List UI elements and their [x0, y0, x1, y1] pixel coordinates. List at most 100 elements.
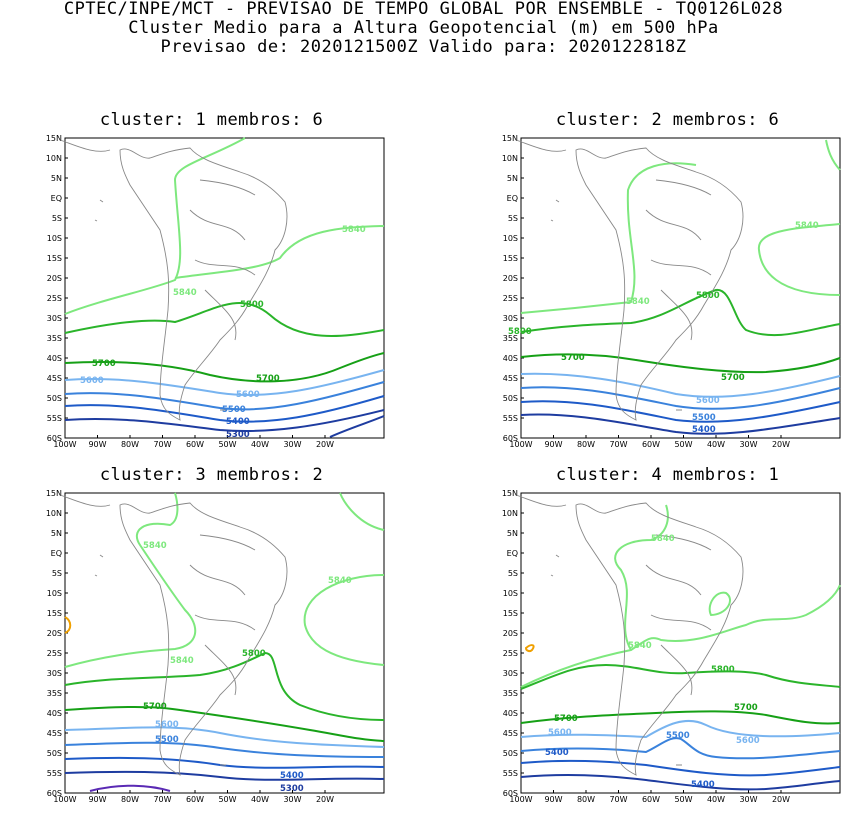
lon-tick-label: 60W — [642, 440, 660, 449]
label-5800-b: 5800 — [508, 327, 532, 337]
lat-tick-label: 35S — [503, 689, 518, 698]
lat-tick-label: EQ — [507, 549, 518, 558]
label-5400: 5400 — [692, 425, 716, 435]
map-border — [64, 137, 385, 439]
lat-tick-label: 25S — [47, 294, 62, 303]
map-frame: 15N 10N 5N EQ 5S 10S 15S 20S 25S 30S 35S 40S 45S 50S 5… — [46, 489, 385, 804]
contour-5700 — [520, 353, 841, 374]
contour-5500 — [64, 741, 385, 758]
lat-tick-label: 10S — [503, 234, 518, 243]
lat-tick-label: 45S — [503, 374, 518, 383]
lat-tick-label: 60S — [47, 434, 62, 443]
lat-tick-label: 25S — [47, 649, 62, 658]
lon-tick-label: 20W — [772, 440, 790, 449]
lon-tick-label: 40W — [251, 795, 269, 804]
label-5600-b: 5600 — [236, 390, 260, 400]
lon-tick-label: 30W — [283, 795, 301, 804]
lon-tick-label: 50W — [218, 440, 236, 449]
lat-tick-label: 15N — [502, 134, 518, 143]
lat-tick-label: 10N — [502, 509, 518, 518]
lon-tick-label: 70W — [609, 440, 627, 449]
label-5840-b: 5840 — [328, 576, 352, 586]
contour-5600 — [64, 726, 385, 748]
label-5700-a: 5700 — [554, 714, 578, 724]
contour-5700 — [520, 710, 841, 725]
lat-tick-label: 25S — [503, 649, 518, 658]
contour-5700 — [64, 352, 385, 383]
contour-5400 — [520, 759, 841, 777]
label-5700: 5700 — [143, 702, 167, 712]
header-line-3: Previsao de: 2020121500Z Valido para: 20… — [160, 37, 687, 57]
lat-tick-label: 30S — [503, 314, 518, 323]
lat-tick-label: 20S — [503, 629, 518, 638]
label-5700-b: 5700 — [256, 374, 280, 384]
map-border — [64, 492, 385, 794]
lat-tick-label: 55S — [503, 769, 518, 778]
coastline-south-america — [59, 494, 288, 776]
lat-tick-label: 5S — [52, 214, 62, 223]
lat-tick-label: 50S — [503, 394, 518, 403]
lon-tick-label: 40W — [707, 795, 725, 804]
coastline-south-america — [515, 139, 744, 421]
header-line-2: Cluster Medio para a Altura Geopotencial… — [128, 18, 719, 38]
label-5700-a: 5700 — [561, 353, 585, 363]
label-5840-b: 5840 — [628, 641, 652, 651]
contour-5400 — [520, 400, 841, 423]
contour-5700 — [64, 705, 385, 742]
lon-tick-label: 60W — [186, 440, 204, 449]
lat-tick-label: 10S — [503, 589, 518, 598]
label-5600-a: 5600 — [548, 728, 572, 738]
lat-tick-label: 15S — [47, 609, 62, 618]
lon-tick-label: 80W — [577, 440, 595, 449]
map-frame: 15N 10N 5N EQ 5S 10S 15S 20S 25S 30S 35S 40S 45S 50S 5… — [502, 489, 841, 804]
lon-tick-label: 50W — [674, 440, 692, 449]
lon-tick-label: 100W — [53, 440, 76, 449]
lon-tick-label: 100W — [509, 795, 532, 804]
contour-high — [64, 616, 72, 634]
contour-high — [524, 644, 535, 653]
label-5840-b: 5840 — [342, 225, 366, 235]
contour-5800 — [520, 663, 841, 690]
lat-tick-label: EQ — [51, 194, 62, 203]
contour-5800 — [64, 302, 385, 337]
map-panel-cluster-1: cluster: 1 membros: 6 15N 10N 5N EQ 5S 10S 15S… — [0, 110, 423, 465]
lat-tick-label: 55S — [47, 769, 62, 778]
lat-tick-label: 5S — [52, 569, 62, 578]
lat-tick-label: 10S — [47, 589, 62, 598]
lon-tick-label: 90W — [88, 440, 106, 449]
lat-tick-label: 45S — [503, 729, 518, 738]
label-5800: 5800 — [696, 291, 720, 301]
lon-tick-label: 70W — [153, 795, 171, 804]
label-5700-b: 5700 — [721, 373, 745, 383]
lon-tick-label: 100W — [53, 795, 76, 804]
label-5500: 5500 — [666, 731, 690, 741]
label-5840-a: 5840 — [143, 541, 167, 551]
lat-tick-label: 15N — [502, 489, 518, 498]
contour-5300 — [64, 770, 385, 781]
lon-tick-label: 70W — [153, 440, 171, 449]
lat-tick-label: 5S — [508, 214, 518, 223]
label-5800: 5800 — [242, 649, 266, 659]
contour-5600 — [520, 372, 841, 398]
lat-tick-label: 10S — [47, 234, 62, 243]
contour-5600 — [520, 720, 841, 739]
figure-header: CPTEC/INPE/MCT - PREVISAO DE TEMPO GLOBA… — [0, 0, 847, 57]
contour-5840 — [64, 492, 385, 668]
lat-tick-label: 20S — [47, 274, 62, 283]
map-svg: 15N 10N 5N EQ 5S 10S 15S 20S 25S 30S 35S 40S 45S 50S 5… — [502, 489, 841, 804]
contour-5300 — [520, 413, 841, 435]
label-5500: 5500 — [692, 413, 716, 423]
lat-tick-label: 35S — [47, 689, 62, 698]
lat-tick-label: 60S — [503, 434, 518, 443]
lat-tick-label: 15S — [503, 609, 518, 618]
contour-5840 — [64, 137, 385, 315]
lat-tick-label: 60S — [503, 789, 518, 798]
map-frame: 15N 10N 5N EQ 5S 10S 15S 20S 25S 30S 35S 40S 45S 50S 5… — [502, 134, 841, 449]
panel-title: cluster: 2 membros: 6 — [555, 110, 780, 130]
map-svg: 15N 10N 5N EQ 5S 10S 15S 20S 25S 30S 35S 40S 45S 50S 5… — [502, 134, 841, 449]
lat-tick-label: 10N — [46, 509, 62, 518]
lon-tick-label: 70W — [609, 795, 627, 804]
lat-tick-label: 50S — [47, 749, 62, 758]
label-5840-a: 5840 — [651, 534, 675, 544]
contour-5200 — [89, 784, 171, 792]
